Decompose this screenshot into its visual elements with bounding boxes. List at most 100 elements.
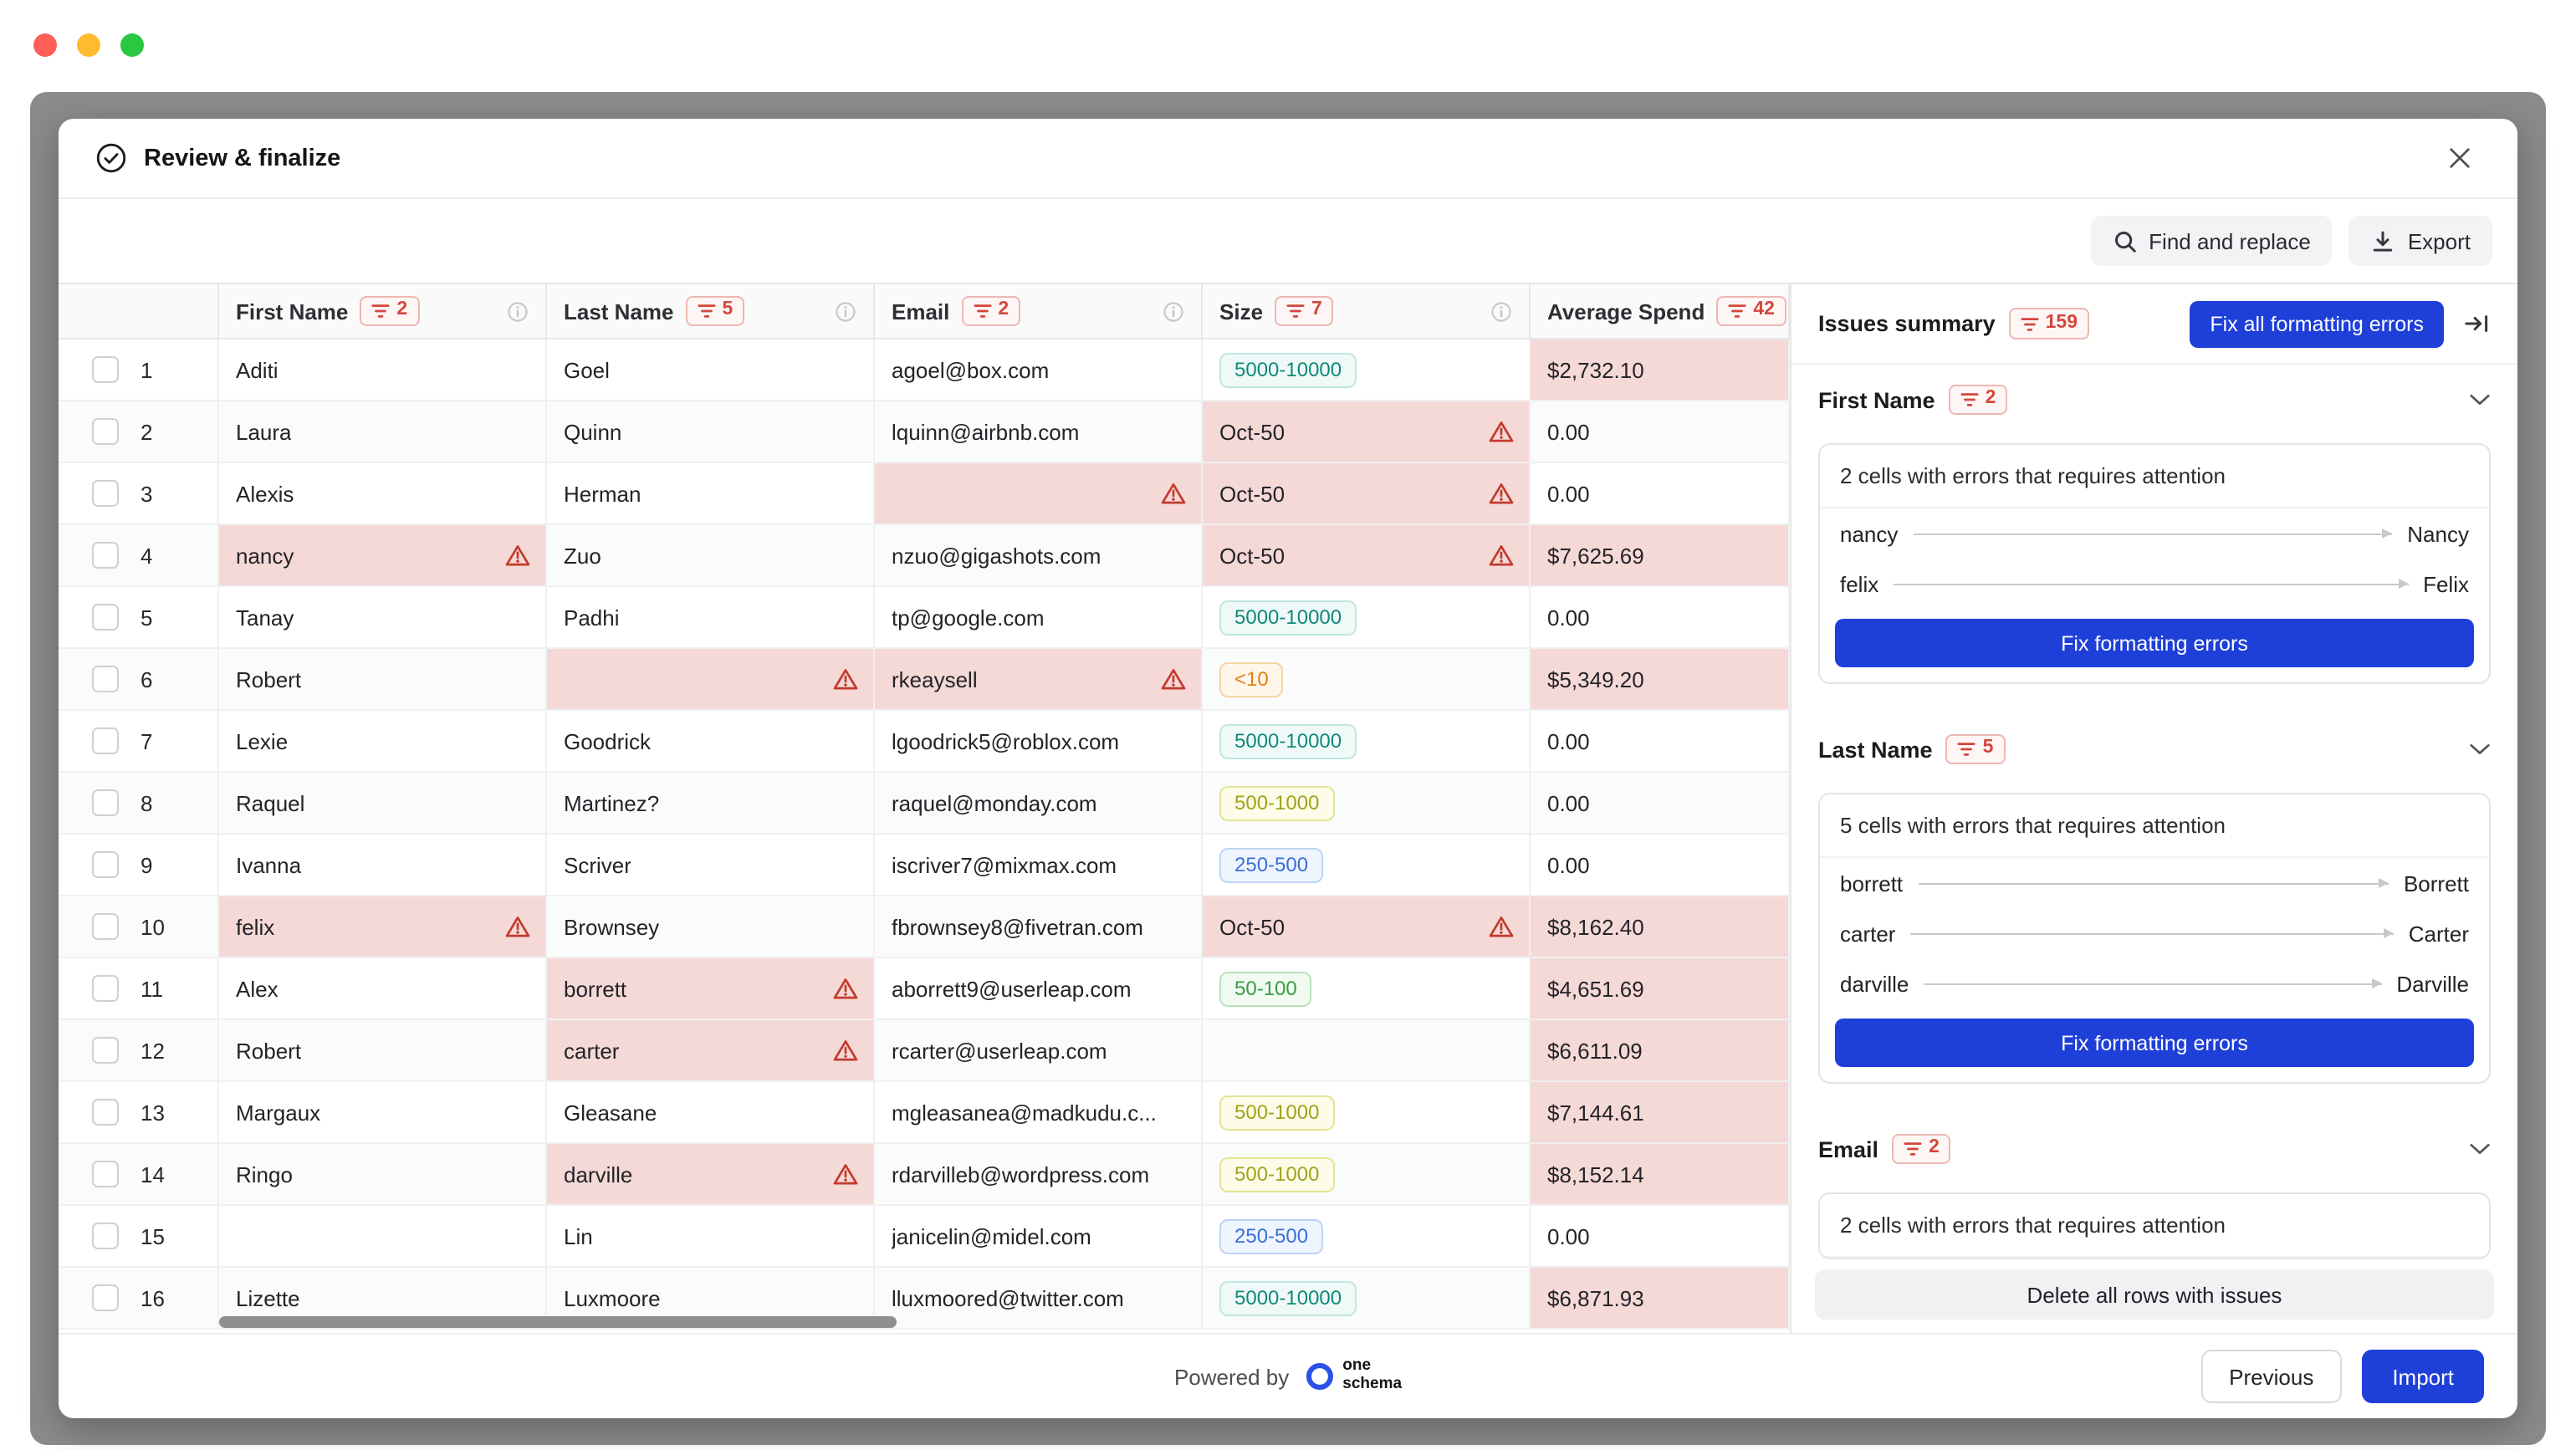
row-checkbox[interactable] [92, 851, 119, 878]
previous-button[interactable]: Previous [2200, 1350, 2343, 1403]
fix-formatting-errors-button[interactable]: Fix formatting errors [1835, 619, 2474, 667]
cell[interactable]: 0.00 [1531, 401, 1790, 462]
cell[interactable]: 5000-10000 [1203, 587, 1531, 647]
column-filter-badge[interactable]: 2 [360, 295, 420, 327]
close-window-button[interactable] [33, 33, 57, 57]
cell[interactable]: 500-1000 [1203, 1082, 1531, 1142]
cell[interactable]: Martinez? [547, 773, 875, 833]
cell[interactable]: mgleasanea@madkudu.c... [875, 1082, 1203, 1142]
row-checkbox[interactable] [92, 975, 119, 1002]
cell[interactable]: janicelin@midel.com [875, 1206, 1203, 1266]
cell[interactable]: Ringo [219, 1144, 547, 1204]
cell[interactable]: Quinn [547, 401, 875, 462]
info-icon[interactable] [1490, 300, 1512, 322]
horizontal-scrollbar[interactable] [219, 1316, 897, 1328]
row-checkbox[interactable] [92, 480, 119, 507]
cell[interactable]: 500-1000 [1203, 773, 1531, 833]
cell[interactable]: lluxmoored@twitter.com [875, 1268, 1203, 1328]
column-filter-badge[interactable]: 7 [1275, 295, 1334, 327]
row-checkbox[interactable] [92, 356, 119, 383]
cell[interactable]: $7,625.69 [1531, 525, 1790, 585]
section-toggle[interactable]: Email 2 [1818, 1117, 2491, 1181]
cell[interactable]: Robert [219, 1020, 547, 1080]
close-icon[interactable] [2437, 136, 2481, 180]
cell[interactable]: iscriver7@mixmax.com [875, 835, 1203, 895]
cell[interactable]: carter [547, 1020, 875, 1080]
cell[interactable]: Laura [219, 401, 547, 462]
chevron-down-icon[interactable] [2469, 393, 2491, 406]
cell[interactable]: aborrett9@userleap.com [875, 958, 1203, 1019]
import-button[interactable]: Import [2362, 1350, 2484, 1403]
chevron-down-icon[interactable] [2469, 1142, 2491, 1156]
cell[interactable]: 250-500 [1203, 1206, 1531, 1266]
row-checkbox[interactable] [92, 1223, 119, 1249]
row-checkbox[interactable] [92, 789, 119, 816]
cell[interactable]: Raquel [219, 773, 547, 833]
cell[interactable]: Alexis [219, 463, 547, 523]
cell[interactable]: agoel@box.com [875, 340, 1203, 400]
section-toggle[interactable]: First Name 2 [1818, 368, 2491, 431]
chevron-down-icon[interactable] [2469, 743, 2491, 756]
cell[interactable]: Goodrick [547, 711, 875, 771]
info-icon[interactable] [1163, 300, 1184, 322]
cell[interactable]: 0.00 [1531, 835, 1790, 895]
cell[interactable]: 0.00 [1531, 1206, 1790, 1266]
cell[interactable]: $6,611.09 [1531, 1020, 1790, 1080]
cell[interactable]: $6,871.93 [1531, 1268, 1790, 1328]
zoom-window-button[interactable] [120, 33, 144, 57]
cell[interactable]: nzuo@gigashots.com [875, 525, 1203, 585]
cell[interactable]: Alex [219, 958, 547, 1019]
cell[interactable]: raquel@monday.com [875, 773, 1203, 833]
fix-all-formatting-errors-button[interactable]: Fix all formatting errors [2190, 300, 2444, 347]
cell[interactable]: $4,651.69 [1531, 958, 1790, 1019]
cell[interactable]: Robert [219, 649, 547, 709]
row-checkbox[interactable] [92, 1161, 119, 1187]
cell[interactable]: lgoodrick5@roblox.com [875, 711, 1203, 771]
cell[interactable]: 5000-10000 [1203, 1268, 1531, 1328]
row-checkbox[interactable] [92, 1284, 119, 1311]
cell[interactable]: Padhi [547, 587, 875, 647]
collapse-panel-icon[interactable] [2462, 311, 2491, 336]
cell[interactable]: Zuo [547, 525, 875, 585]
cell[interactable]: Lin [547, 1206, 875, 1266]
cell[interactable]: borrett [547, 958, 875, 1019]
row-checkbox[interactable] [92, 604, 119, 631]
cell[interactable]: darville [547, 1144, 875, 1204]
cell[interactable]: Herman [547, 463, 875, 523]
cell[interactable]: rkeaysell [875, 649, 1203, 709]
cell[interactable] [1203, 1020, 1531, 1080]
row-checkbox[interactable] [92, 542, 119, 569]
cell[interactable]: $5,349.20 [1531, 649, 1790, 709]
cell[interactable]: Aditi [219, 340, 547, 400]
cell[interactable]: Brownsey [547, 896, 875, 957]
cell[interactable]: 5000-10000 [1203, 711, 1531, 771]
cell[interactable]: Luxmoore [547, 1268, 875, 1328]
fix-formatting-errors-button[interactable]: Fix formatting errors [1835, 1019, 2474, 1067]
cell[interactable]: 5000-10000 [1203, 340, 1531, 400]
cell[interactable]: $2,732.10 [1531, 340, 1790, 400]
row-checkbox[interactable] [92, 1037, 119, 1064]
cell[interactable]: felix [219, 896, 547, 957]
cell[interactable]: 50-100 [1203, 958, 1531, 1019]
cell[interactable]: Oct-50 [1203, 896, 1531, 957]
cell[interactable]: Goel [547, 340, 875, 400]
cell[interactable]: Scriver [547, 835, 875, 895]
cell[interactable]: 0.00 [1531, 463, 1790, 523]
cell[interactable]: Lexie [219, 711, 547, 771]
row-checkbox[interactable] [92, 666, 119, 692]
cell[interactable] [219, 1206, 547, 1266]
cell[interactable]: tp@google.com [875, 587, 1203, 647]
delete-all-rows-button[interactable]: Delete all rows with issues [1815, 1269, 2494, 1320]
cell[interactable]: 0.00 [1531, 773, 1790, 833]
minimize-window-button[interactable] [77, 33, 100, 57]
column-filter-badge[interactable]: 42 [1716, 295, 1786, 327]
cell[interactable]: <10 [1203, 649, 1531, 709]
cell[interactable]: 0.00 [1531, 587, 1790, 647]
cell[interactable]: Ivanna [219, 835, 547, 895]
cell[interactable]: rdarvilleb@wordpress.com [875, 1144, 1203, 1204]
cell[interactable]: Oct-50 [1203, 525, 1531, 585]
cell[interactable]: rcarter@userleap.com [875, 1020, 1203, 1080]
row-checkbox[interactable] [92, 913, 119, 940]
section-toggle[interactable]: Last Name 5 [1818, 717, 2491, 781]
column-filter-badge[interactable]: 2 [961, 295, 1021, 327]
